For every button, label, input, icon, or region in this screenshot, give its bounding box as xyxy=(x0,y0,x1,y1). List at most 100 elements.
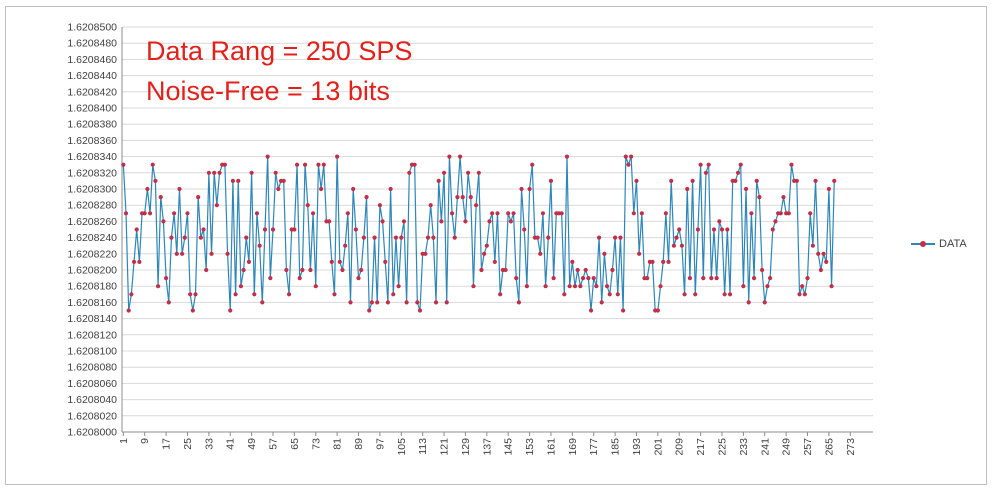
data-point xyxy=(375,300,380,305)
data-point xyxy=(594,284,599,289)
data-point xyxy=(407,170,412,175)
x-tick-label: 265 xyxy=(823,438,835,456)
data-point xyxy=(706,162,711,167)
data-point xyxy=(214,203,219,208)
data-point xyxy=(709,276,714,281)
data-point xyxy=(805,276,810,281)
data-point xyxy=(802,292,807,297)
data-point xyxy=(703,170,709,175)
data-point xyxy=(150,162,155,167)
data-point xyxy=(310,211,316,216)
data-point xyxy=(233,292,238,297)
data-point xyxy=(548,178,554,183)
y-tick-label: 1.6208220 xyxy=(67,248,117,260)
x-tick-label: 105 xyxy=(396,438,408,456)
data-point xyxy=(383,259,388,264)
data-point xyxy=(570,259,575,264)
data-point xyxy=(391,292,396,297)
data-point xyxy=(768,276,773,281)
data-point xyxy=(292,227,297,232)
x-tick-label: 33 xyxy=(203,438,215,450)
y-tick-label: 1.6208140 xyxy=(67,313,117,325)
data-point xyxy=(164,276,169,281)
data-point xyxy=(236,178,241,183)
data-point xyxy=(356,276,361,281)
x-tick-label: 57 xyxy=(268,438,280,450)
y-tick-label: 1.6208380 xyxy=(67,119,117,131)
data-point xyxy=(762,300,767,305)
data-point xyxy=(396,284,401,289)
data-point xyxy=(492,259,497,264)
x-tick-label: 249 xyxy=(781,438,793,456)
data-point xyxy=(182,235,187,240)
chart-legend: DATA xyxy=(911,238,967,250)
data-point xyxy=(308,267,313,273)
data-point xyxy=(460,195,465,200)
data-point xyxy=(302,162,308,167)
data-point xyxy=(241,267,246,273)
data-point xyxy=(618,235,623,240)
data-point xyxy=(321,162,326,167)
data-point xyxy=(313,284,318,289)
x-tick-label: 257 xyxy=(802,438,814,456)
data-point xyxy=(300,267,305,273)
data-point xyxy=(567,284,572,289)
data-point xyxy=(722,292,727,297)
data-point xyxy=(305,203,310,208)
data-point xyxy=(530,162,535,167)
x-tick-label: 9 xyxy=(139,438,151,444)
data-point xyxy=(749,211,754,216)
data-point xyxy=(294,162,300,167)
data-point xyxy=(351,186,356,192)
data-point xyxy=(786,211,791,216)
x-tick-label: 97 xyxy=(374,438,386,450)
data-point xyxy=(743,186,749,192)
data-point xyxy=(204,267,209,273)
data-point xyxy=(276,186,281,192)
x-tick-label: 65 xyxy=(289,438,301,450)
data-point xyxy=(343,243,348,248)
data-point xyxy=(449,211,455,216)
data-point xyxy=(725,227,730,232)
x-tick-label: 89 xyxy=(353,438,365,450)
data-point xyxy=(463,219,468,224)
data-point xyxy=(746,300,751,305)
x-tick-label: 73 xyxy=(310,438,322,450)
data-point xyxy=(655,308,660,313)
data-point xyxy=(826,186,832,192)
data-point xyxy=(270,227,276,232)
data-point xyxy=(735,170,741,175)
y-axis-ticks: 1.6208000 1.6208020 1.6208040 1.6208060 1.62… xyxy=(67,22,117,439)
data-point xyxy=(514,276,519,281)
data-point xyxy=(682,292,687,297)
data-point xyxy=(466,170,471,175)
data-point xyxy=(821,251,826,256)
data-point xyxy=(423,251,428,256)
data-point xyxy=(498,292,503,297)
data-point xyxy=(615,292,620,297)
y-tick-label: 1.6208200 xyxy=(67,265,117,277)
data-point xyxy=(527,186,532,192)
data-point xyxy=(733,178,738,183)
data-point xyxy=(329,259,334,264)
data-point xyxy=(770,227,775,232)
data-point xyxy=(607,292,612,297)
series-markers xyxy=(121,154,837,313)
data-point xyxy=(361,235,366,240)
y-tick-label: 1.6208020 xyxy=(67,410,117,422)
data-point xyxy=(572,284,578,289)
data-point xyxy=(169,235,174,240)
data-point xyxy=(238,284,244,289)
data-point xyxy=(765,284,770,289)
data-point xyxy=(586,276,591,281)
data-point xyxy=(727,292,733,297)
data-point xyxy=(551,276,556,281)
y-tick-label: 1.6208420 xyxy=(67,86,117,98)
y-tick-label: 1.6208240 xyxy=(67,232,117,244)
data-point xyxy=(650,259,655,264)
data-point xyxy=(145,186,150,192)
data-point xyxy=(468,195,473,200)
data-point xyxy=(610,267,615,273)
data-point xyxy=(637,251,642,256)
